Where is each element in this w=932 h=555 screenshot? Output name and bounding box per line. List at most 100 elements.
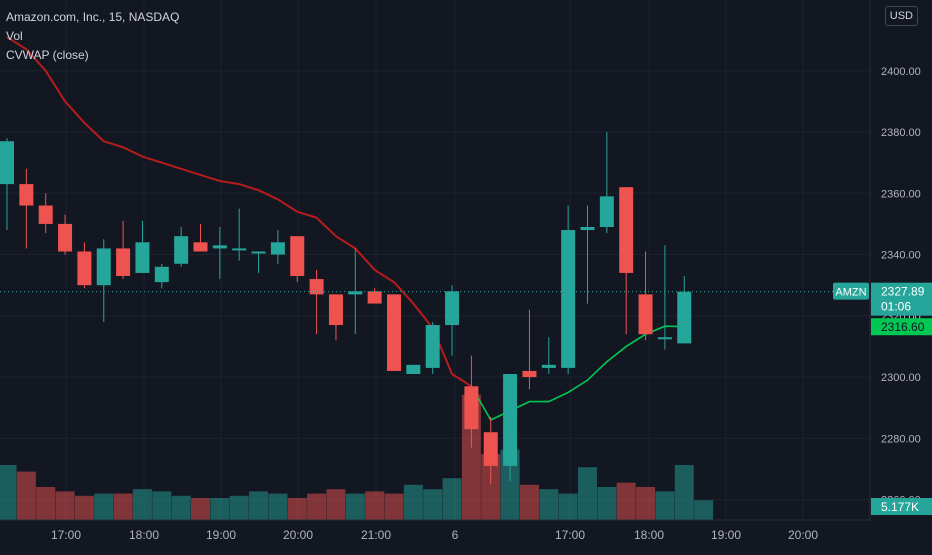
volume-bar	[403, 484, 423, 520]
volume-badge-text: 5.177K	[881, 500, 919, 514]
volume-bar	[16, 471, 36, 520]
candle[interactable]	[77, 242, 92, 289]
volume-legend[interactable]: Vol	[6, 29, 23, 43]
candle-body	[503, 374, 518, 466]
volume-bar	[674, 465, 694, 520]
volume-bar	[210, 498, 230, 520]
time-tick-label: 17:00	[555, 528, 585, 542]
candle[interactable]	[599, 132, 614, 234]
candle[interactable]	[38, 193, 53, 234]
candle-body	[367, 291, 382, 304]
volume-bar	[0, 465, 17, 520]
volume-bar	[519, 484, 539, 520]
symbol-badge	[833, 282, 869, 300]
volume-bar	[423, 489, 443, 520]
candle[interactable]	[328, 294, 343, 341]
candle-body	[77, 251, 92, 286]
candle[interactable]	[677, 276, 692, 344]
candle-body	[657, 337, 672, 340]
candle[interactable]	[387, 294, 401, 371]
candle-body	[58, 223, 73, 252]
candle[interactable]	[503, 374, 518, 482]
candle-body	[96, 248, 111, 286]
candle-body	[135, 242, 150, 273]
candle[interactable]	[290, 236, 305, 283]
candle[interactable]	[445, 285, 460, 356]
candle[interactable]	[0, 138, 14, 231]
volume-bar	[55, 491, 75, 520]
candle[interactable]	[425, 321, 440, 375]
candle[interactable]	[619, 187, 634, 335]
candle[interactable]	[96, 239, 111, 322]
candle-body	[387, 294, 401, 371]
volume-bar	[384, 493, 404, 520]
candle[interactable]	[541, 337, 556, 375]
volume-bar	[500, 449, 520, 520]
candle[interactable]	[657, 245, 672, 350]
time-tick-label: 18:00	[634, 528, 664, 542]
volume-bar	[229, 495, 249, 520]
candle-body	[464, 386, 479, 430]
candle[interactable]	[367, 288, 382, 304]
volume-bar	[558, 493, 578, 520]
candle[interactable]	[212, 226, 227, 280]
candle[interactable]	[580, 205, 595, 304]
volume-bar	[481, 454, 501, 520]
volume-bar	[113, 493, 133, 520]
candle[interactable]	[561, 205, 576, 375]
candles	[0, 132, 692, 485]
candle[interactable]	[406, 364, 421, 375]
volume-bar	[152, 491, 172, 520]
last-price-text: 2327.89	[881, 285, 925, 299]
grid-lines	[0, 0, 870, 520]
candle[interactable]	[174, 226, 189, 267]
volume-bar	[655, 491, 675, 520]
symbol-title[interactable]: Amazon.com, Inc., 15, NASDAQ	[6, 10, 180, 24]
time-tick-label: 6	[452, 528, 459, 542]
volume-bar	[74, 495, 94, 520]
time-tick-label: 19:00	[206, 528, 236, 542]
last-price-badge	[871, 282, 932, 316]
volume-bar	[307, 493, 327, 520]
candle[interactable]	[193, 223, 208, 252]
candle[interactable]	[251, 251, 266, 273]
candle-body	[328, 294, 343, 326]
candle[interactable]	[154, 263, 169, 289]
candle-body	[0, 141, 14, 185]
time-tick-label: 18:00	[129, 528, 159, 542]
candle-body	[445, 291, 460, 326]
candle-body	[541, 364, 556, 368]
time-tick-label: 20:00	[788, 528, 818, 542]
candle-body	[154, 266, 169, 283]
cvwap-segment-above	[6, 36, 472, 388]
volume-bar	[36, 487, 56, 520]
candle[interactable]	[309, 269, 324, 335]
volume-bar	[694, 500, 714, 520]
candle[interactable]	[116, 220, 131, 280]
time-tick-label: 21:00	[361, 528, 391, 542]
candle[interactable]	[522, 309, 537, 390]
price-tick-label: 2300.00	[881, 372, 921, 384]
currency-button[interactable]: USD	[884, 6, 918, 26]
candle[interactable]	[483, 416, 498, 485]
candle[interactable]	[19, 168, 34, 249]
volume-bar	[94, 493, 114, 520]
volume-bar	[171, 495, 191, 520]
candle[interactable]	[464, 355, 479, 448]
candle[interactable]	[638, 251, 653, 341]
candle[interactable]	[348, 248, 363, 335]
cvwap-legend[interactable]: CVWAP (close)	[6, 48, 89, 62]
candle[interactable]	[270, 230, 285, 264]
candle-body	[522, 370, 537, 378]
candle-body	[116, 248, 131, 276]
volume-bar	[191, 498, 210, 520]
candle[interactable]	[135, 220, 150, 273]
price-tick-label: 2360.00	[881, 188, 921, 200]
candle[interactable]	[232, 208, 247, 261]
time-tick-label: 20:00	[283, 528, 313, 542]
candle-body	[561, 230, 576, 368]
candle[interactable]	[58, 214, 73, 255]
